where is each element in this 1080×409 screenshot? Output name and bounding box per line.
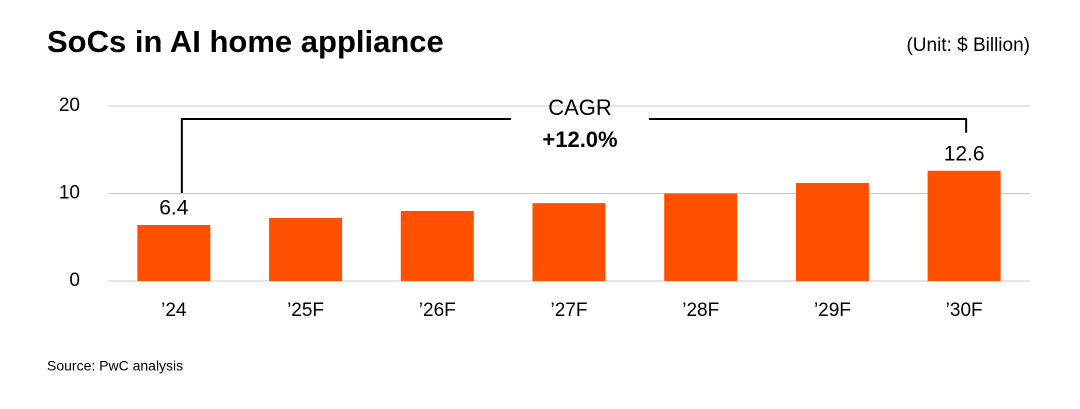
x-tick-label: ’29F xyxy=(814,300,851,321)
x-tick-label: ’27F xyxy=(551,300,588,321)
x-tick-label: ’26F xyxy=(419,300,456,321)
bar xyxy=(269,218,343,281)
x-tick-label: ’28F xyxy=(682,300,719,321)
data-label: 12.6 xyxy=(944,142,985,165)
cagr-bracket xyxy=(180,118,968,193)
bar xyxy=(795,183,869,281)
unit-label: (Unit: $ Billion) xyxy=(906,35,1030,56)
y-tick-label: 20 xyxy=(59,95,80,116)
bar xyxy=(137,225,211,281)
bar xyxy=(532,203,606,281)
x-tick-label: ’30F xyxy=(946,300,983,321)
y-tick-label: 10 xyxy=(59,183,80,204)
y-tick-label: 0 xyxy=(69,270,80,291)
chart-title: SoCs in AI home appliance xyxy=(47,24,444,59)
source: Source: PwC analysis xyxy=(47,358,183,374)
bar xyxy=(664,193,738,281)
cagr-label: CAGR xyxy=(548,95,612,120)
data-label: 6.4 xyxy=(159,197,189,220)
x-tick-label: ’25F xyxy=(287,300,324,321)
bar xyxy=(927,170,1001,281)
cagr-value: +12.0% xyxy=(542,127,617,152)
x-tick-label: ’24 xyxy=(161,300,187,321)
bar xyxy=(400,211,474,281)
